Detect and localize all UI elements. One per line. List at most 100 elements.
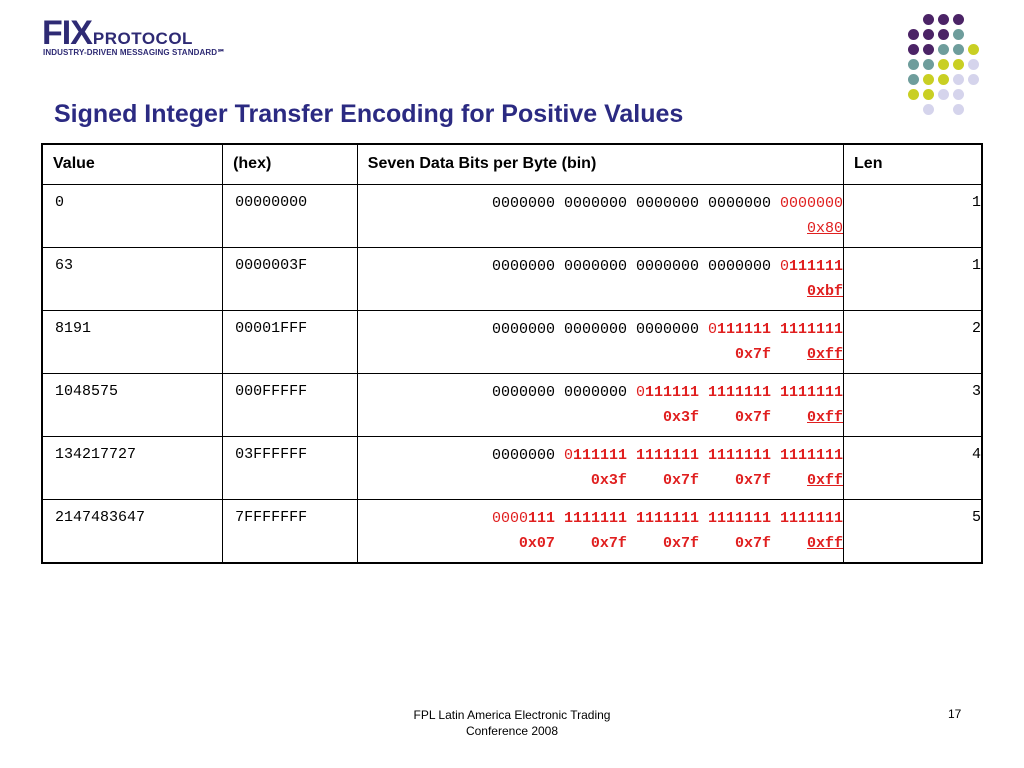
hex-cell: 03FFFFFF (222, 435, 358, 500)
table-row: 63 0000003F 0000000 0000000 0000000 000000… (41, 246, 983, 311)
decorative-dot (938, 59, 949, 70)
decorative-dot (923, 74, 934, 85)
decorative-dot (953, 89, 964, 100)
decorative-dot (968, 44, 979, 55)
bits-continuation: 0 (707, 320, 717, 338)
byte-hex: 0x7f (734, 534, 771, 552)
hex-cell: 00000000 (222, 183, 358, 248)
decorative-dot (938, 14, 949, 25)
bits-line: 0000000 0111111 1111111 1111111 1111111 (358, 437, 843, 465)
len-cell-text: 5 (971, 508, 981, 526)
decorative-dot (953, 44, 964, 55)
hex-cell-text: 7FFFFFFF (235, 508, 308, 526)
bits-data: 111111 1111111 1111111 (644, 383, 844, 401)
bits-data: 0000000 (780, 194, 844, 212)
decorative-dot (938, 29, 949, 40)
table-body: 0 00000000 0000000 0000000 0000000 0000000… (41, 183, 983, 563)
bytes-line: 0x80 (358, 213, 843, 240)
decorative-dot (938, 74, 949, 85)
len-cell-text: 4 (971, 445, 981, 463)
value-cell-text: 63 (55, 256, 74, 274)
byte-hex: 0xff (807, 534, 844, 552)
bits-cell: 0000000 0000000 0111111 1111111 1111111 0… (356, 372, 845, 437)
bits-plain: 0000000 0000000 (491, 383, 636, 401)
bits-continuation: 0 (635, 383, 645, 401)
decorative-dot (908, 89, 919, 100)
decorative-dot (953, 74, 964, 85)
byte-hex: 0x7f (662, 534, 699, 552)
byte-hex: 0xff (807, 345, 844, 363)
bits-continuation: 0 (563, 446, 573, 464)
logo-protocol-text: PROTOCOL (92, 29, 193, 48)
decorative-dot (968, 59, 979, 70)
value-cell-text: 1048575 (55, 382, 119, 400)
decorative-dot (908, 59, 919, 70)
value-cell: 1048575 (41, 372, 224, 437)
hex-cell: 000FFFFF (222, 372, 358, 437)
logo-wordmark: FIXPROTOCOL (42, 14, 193, 52)
hex-cell: 0000003F (222, 246, 358, 311)
value-cell-text: 8191 (55, 319, 92, 337)
hex-cell: 7FFFFFFF (222, 498, 358, 563)
fix-protocol-logo: FIXPROTOCOL INDUSTRY-DRIVEN MESSAGING ST… (42, 14, 226, 60)
decorative-dot (953, 104, 964, 115)
table-row: 8191 00001FFF 0000000 0000000 0000000 0111… (41, 309, 983, 374)
bits-plain: 0000000 0000000 0000000 0000000 (491, 194, 781, 212)
logo-tagline: INDUSTRY-DRIVEN MESSAGING STANDARD℠ (43, 48, 226, 57)
hex-cell-text: 0000003F (235, 256, 308, 274)
bits-cell: 0000000 0111111 1111111 1111111 1111111 0… (356, 435, 845, 500)
decorative-dot (923, 104, 934, 115)
hex-cell-text: 000FFFFF (235, 382, 308, 400)
len-cell-text: 2 (971, 319, 981, 337)
byte-hex: 0x3f (590, 471, 627, 489)
decorative-dot (923, 59, 934, 70)
bits-line: 0000000 0000000 0000000 0000000 0000000 (358, 185, 843, 213)
bits-data: 111111 (789, 257, 844, 275)
len-cell-text: 1 (971, 256, 981, 274)
hex-cell-text: 00001FFF (235, 319, 308, 337)
hex-cell-text: 03FFFFFF (235, 445, 308, 463)
footer-line-2: Conference 2008 (465, 724, 559, 738)
value-cell-text: 0 (55, 193, 65, 211)
len-cell: 1 (843, 183, 983, 248)
len-cell: 1 (843, 246, 983, 311)
value-cell-text: 134217727 (55, 445, 137, 463)
value-cell: 0 (41, 183, 224, 248)
len-cell-text: 1 (971, 193, 981, 211)
page-number: 17 (948, 707, 962, 721)
bytes-line: 0xbf (358, 276, 843, 303)
table-row: 134217727 03FFFFFF 0000000 0111111 1111111… (41, 435, 983, 500)
len-cell-text: 3 (971, 382, 981, 400)
len-cell: 5 (843, 498, 983, 563)
byte-hex: 0x7f (590, 534, 627, 552)
bits-cell: 0000111 1111111 1111111 1111111 1111111 0… (356, 498, 845, 563)
bits-data: 111111 1111111 (717, 320, 844, 338)
decorative-dot (938, 89, 949, 100)
byte-hex: 0xff (807, 408, 844, 426)
decorative-dot (953, 59, 964, 70)
bits-plain: 0000000 0000000 0000000 0000000 (491, 257, 780, 275)
hex-cell: 00001FFF (222, 309, 358, 374)
decorative-dot (953, 14, 964, 25)
bits-cell: 0000000 0000000 0000000 0000000 0111111 0… (356, 246, 845, 311)
logo-fix-text: FIX (42, 14, 93, 52)
len-cell: 2 (843, 309, 983, 374)
bits-data: 111111 1111111 1111111 1111111 (572, 446, 844, 464)
value-cell: 63 (41, 246, 224, 311)
bits-line: 0000000 0000000 0111111 1111111 1111111 (358, 374, 843, 402)
bytes-line: 0x07 0x7f 0x7f 0x7f 0xff (358, 528, 843, 555)
bits-cell: 0000000 0000000 0000000 0000000 0000000 0… (356, 183, 845, 248)
decorative-dot-grid (908, 14, 988, 124)
bits-plain: 0000000 0000000 0000000 (491, 320, 708, 338)
byte-hex: 0x7f (734, 408, 771, 426)
len-cell: 4 (843, 435, 983, 500)
byte-hex: 0x7f (734, 471, 771, 489)
bits-continuation: 0000 (491, 509, 528, 527)
byte-hex: 0x7f (734, 345, 771, 363)
bits-plain: 0000000 (491, 446, 564, 464)
decorative-dot (908, 29, 919, 40)
bits-cell: 0000000 0000000 0000000 0111111 1111111 0… (356, 309, 845, 374)
bits-line: 0000000 0000000 0000000 0000000 0111111 (358, 248, 843, 276)
bits-line: 0000000 0000000 0000000 0111111 1111111 (358, 311, 843, 339)
bits-continuation: 0 (780, 257, 790, 275)
